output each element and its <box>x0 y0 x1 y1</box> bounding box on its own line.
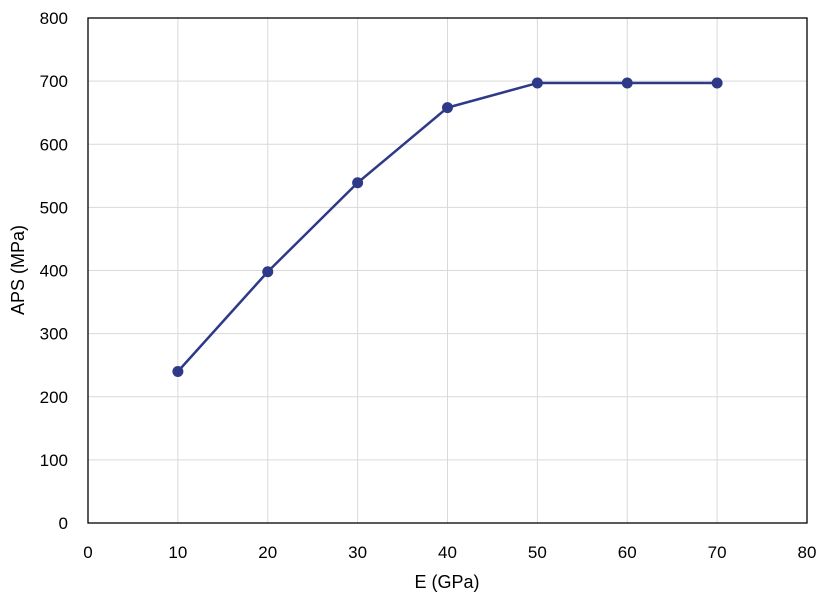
x-tick-label: 70 <box>708 543 727 562</box>
y-tick-label: 800 <box>40 9 68 28</box>
data-point <box>711 77 723 89</box>
y-tick-label: 100 <box>40 451 68 470</box>
x-tick-label: 60 <box>618 543 637 562</box>
x-axis-tick-labels: 0 10 20 30 40 50 60 70 80 <box>83 543 816 562</box>
data-point <box>442 102 453 114</box>
data-point <box>531 77 543 89</box>
x-tick-label: 40 <box>438 543 457 562</box>
y-tick-label: 0 <box>59 514 68 533</box>
y-tick-label: 200 <box>40 388 68 407</box>
y-tick-label: 300 <box>40 325 68 344</box>
y-tick-label: 700 <box>40 72 68 91</box>
y-tick-label: 600 <box>40 135 68 154</box>
y-axis-title: APS (MPa) <box>8 225 28 315</box>
x-tick-label: 10 <box>168 543 187 562</box>
series-group <box>172 77 723 377</box>
x-axis-title: E (GPa) <box>414 572 479 592</box>
grid <box>88 18 807 523</box>
data-point <box>262 266 274 278</box>
x-tick-label: 80 <box>798 543 817 562</box>
data-point <box>172 366 184 377</box>
data-point <box>352 177 364 189</box>
y-tick-label: 400 <box>40 262 68 281</box>
y-tick-label: 500 <box>40 198 68 217</box>
x-tick-label: 50 <box>528 543 547 562</box>
data-point <box>621 77 633 89</box>
y-axis-tick-labels: 0 100 200 300 400 500 600 700 800 <box>40 9 68 533</box>
plot-area-frame <box>87 17 808 524</box>
x-tick-label: 30 <box>348 543 367 562</box>
x-tick-label: 0 <box>83 543 92 562</box>
x-tick-label: 20 <box>258 543 277 562</box>
